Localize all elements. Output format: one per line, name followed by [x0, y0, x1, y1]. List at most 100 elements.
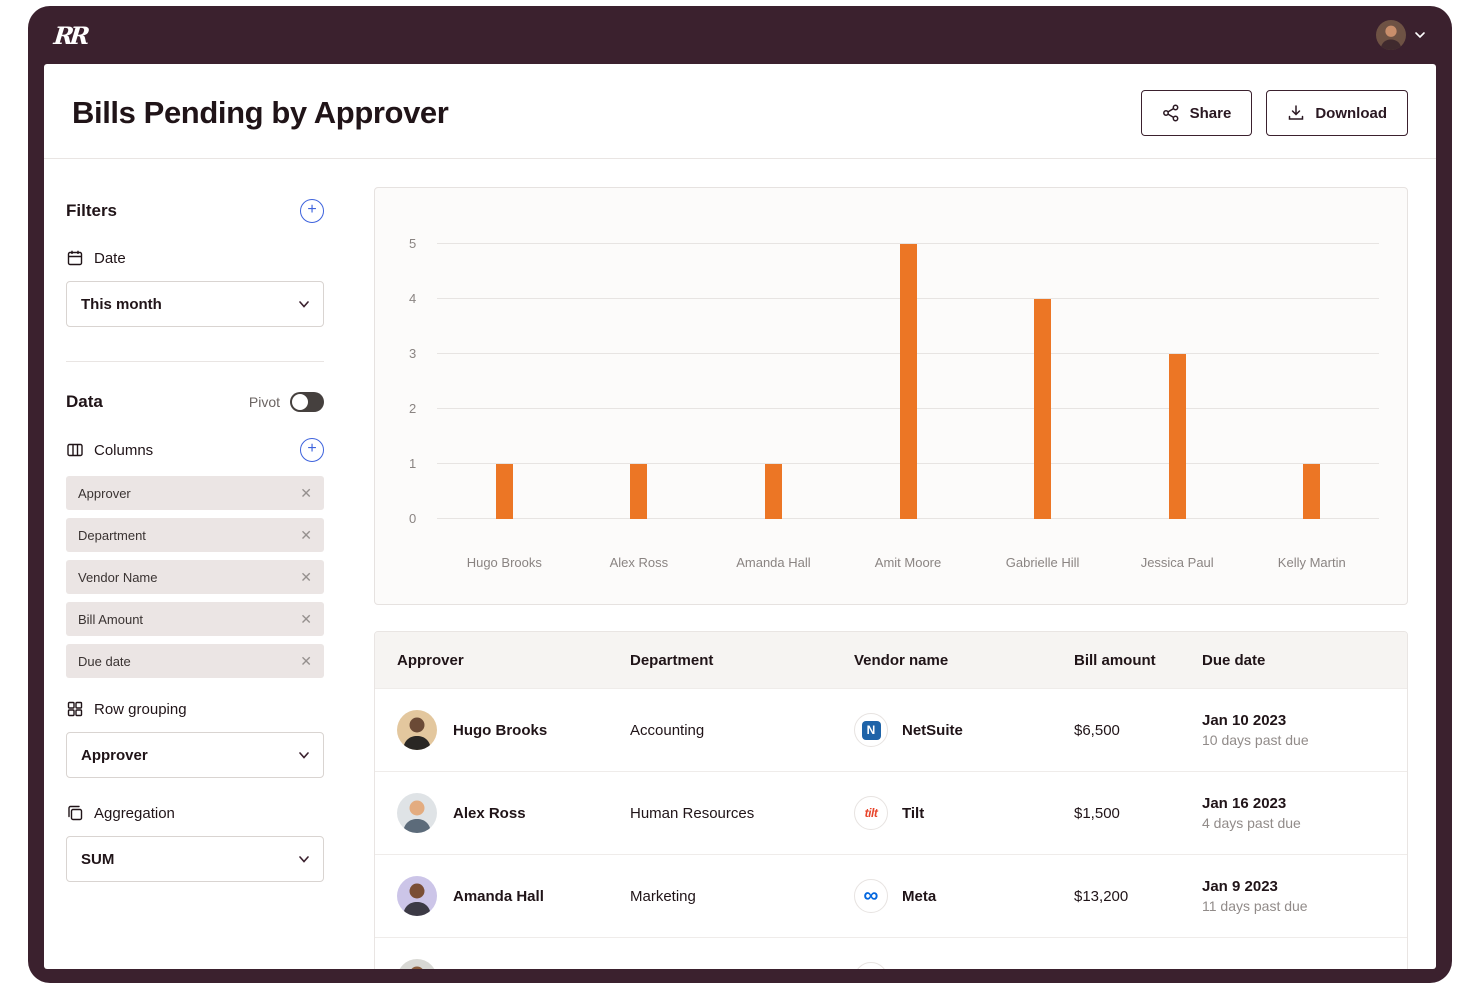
body-row: Filters + Date This month: [44, 159, 1436, 969]
approver-cell: Hugo Brooks: [397, 710, 630, 750]
remove-column-icon[interactable]: ✕: [300, 652, 312, 669]
aggregation-value: SUM: [81, 850, 115, 868]
hubspot-logo-icon: ✱: [854, 962, 888, 969]
y-axis-tick-label: 5: [409, 236, 417, 251]
bar-alex-ross[interactable]: [630, 464, 648, 519]
vendor-cell: tilt Tilt: [854, 796, 1074, 830]
y-axis-tick-label: 2: [409, 401, 417, 416]
vendor-name: Meta: [902, 887, 937, 905]
avatar: [397, 876, 437, 916]
due-date: Jan 9 2023: [1202, 878, 1278, 895]
bill-amount: $13,200: [1074, 887, 1129, 905]
bar-amanda-hall[interactable]: [764, 464, 782, 519]
columns-label-row: Columns: [66, 441, 153, 459]
bar-amit-moore[interactable]: [899, 244, 917, 519]
date-range-value: This month: [81, 295, 162, 313]
date-filter-row: Date: [66, 249, 324, 267]
row-grouping-icon: [67, 701, 83, 717]
bar-cell: [975, 244, 1110, 519]
bill-amount: $1,500: [1074, 804, 1120, 822]
column-chip-approver[interactable]: Approver ✕: [66, 476, 324, 510]
date-filter-label: Date: [94, 249, 126, 267]
download-icon: [1289, 105, 1304, 120]
avatar-image: [397, 959, 437, 969]
y-axis-tick-label: 3: [409, 346, 417, 361]
aggregation-icon: [68, 805, 83, 821]
tilt-logo-icon: tilt: [854, 796, 888, 830]
chevron-down-icon: [1415, 32, 1425, 39]
x-axis-category-label: Amanda Hall: [736, 555, 811, 570]
user-avatar[interactable]: [1376, 20, 1406, 50]
chip-label: Bill Amount: [78, 611, 144, 627]
chart-x-axis-labels: Hugo Brooks Alex Ross Amanda Hall Amit Moor…: [437, 555, 1379, 570]
due-date-cell: Jan 10 2023 10 days past due: [1202, 712, 1407, 748]
due-date: Jan 10 2023: [1202, 712, 1287, 729]
chip-label: Vendor Name: [78, 569, 158, 585]
y-axis-tick-label: 4: [409, 291, 417, 306]
bar-jessica-paul[interactable]: [1168, 354, 1186, 519]
x-axis-category-label: Hugo Brooks: [466, 555, 542, 570]
remove-column-icon[interactable]: ✕: [300, 568, 312, 585]
add-filter-button[interactable]: +: [300, 199, 324, 223]
column-header-due-date[interactable]: Due date: [1202, 651, 1266, 669]
table-row[interactable]: Alex Ross Human Resources tilt Tilt $1,5…: [375, 771, 1407, 854]
remove-column-icon[interactable]: ✕: [300, 526, 312, 543]
x-axis-category-label: Alex Ross: [609, 555, 669, 570]
column-header-vendor-name[interactable]: Vendor name: [854, 651, 949, 669]
ramp-logo[interactable]: RR: [52, 20, 88, 50]
app-window: RR Bills Pending by Approver: [28, 6, 1452, 983]
due-date-cell: Jan 9 2023 11 days past due: [1202, 878, 1407, 914]
row-grouping-label: Row grouping: [94, 700, 187, 718]
column-header-approver[interactable]: Approver: [397, 651, 464, 669]
avatar-image: [397, 876, 437, 916]
approver-cell: Amanda Hall: [397, 876, 630, 916]
x-axis-category-label: Jessica Paul: [1140, 555, 1214, 570]
bar-hugo-brooks[interactable]: [495, 464, 513, 519]
department-cell: Accounting: [630, 721, 705, 739]
date-range-select[interactable]: This month: [66, 281, 324, 327]
table-row[interactable]: Hugo Brooks Accounting N NetSuite $6,500…: [375, 688, 1407, 771]
x-axis-category-label: Kelly Martin: [1277, 555, 1346, 570]
meta-logo-icon: ∞: [854, 879, 888, 913]
table-row[interactable]: Amit Moore Marketing ✱ HubSpot $9,600 Ja…: [375, 937, 1407, 969]
bar-gabrielle-hill[interactable]: [1034, 299, 1052, 519]
aggregation-select[interactable]: SUM: [66, 836, 324, 882]
top-navigation-bar: RR: [28, 6, 1452, 64]
bar-kelly-martin[interactable]: [1303, 464, 1321, 519]
avatar: [397, 710, 437, 750]
remove-column-icon[interactable]: ✕: [300, 484, 312, 501]
column-header-department[interactable]: Department: [630, 651, 714, 669]
remove-column-icon[interactable]: ✕: [300, 610, 312, 627]
sidebar-divider: [66, 361, 324, 362]
bills-table: Approver Department Vendor name Bill amo…: [374, 631, 1408, 969]
bar-cell: [572, 244, 707, 519]
row-grouping-select[interactable]: Approver: [66, 732, 324, 778]
bar-cell: [1110, 244, 1245, 519]
chart-bars: [437, 244, 1379, 519]
column-chip-department[interactable]: Department ✕: [66, 518, 324, 552]
approver-cell: Alex Ross: [397, 793, 630, 833]
calendar-icon: [67, 250, 83, 266]
bar-cell: [1244, 244, 1379, 519]
pivot-toggle[interactable]: [290, 392, 324, 412]
column-chip-due-date[interactable]: Due date ✕: [66, 644, 324, 678]
share-button[interactable]: Share: [1140, 90, 1253, 136]
download-button[interactable]: Download: [1266, 90, 1408, 136]
add-column-button[interactable]: +: [300, 438, 324, 462]
column-header-bill-amount[interactable]: Bill amount: [1074, 651, 1156, 669]
main-content: Bills Pending by Approver Share: [44, 64, 1436, 969]
column-chips: Approver ✕ Department ✕ Vendor Name ✕ Bi…: [66, 476, 324, 678]
user-menu[interactable]: [1376, 20, 1426, 50]
filters-title: Filters: [66, 201, 118, 220]
table-row[interactable]: Amanda Hall Marketing ∞ Meta $13,200 Jan…: [375, 854, 1407, 937]
columns-icon: [67, 443, 83, 457]
aggregation-label: Aggregation: [94, 804, 175, 822]
netsuite-logo-icon: N: [854, 713, 888, 747]
chip-label: Department: [78, 527, 146, 543]
sidebar: Filters + Date This month: [44, 159, 346, 969]
column-chip-vendor-name[interactable]: Vendor Name ✕: [66, 560, 324, 594]
bar-chart-card: 0 1 2 3 4 5 Hugo Brooks Alex Ross Amanda Hall Am…: [374, 187, 1408, 605]
column-chip-bill-amount[interactable]: Bill Amount ✕: [66, 602, 324, 636]
share-icon: [1162, 104, 1179, 122]
